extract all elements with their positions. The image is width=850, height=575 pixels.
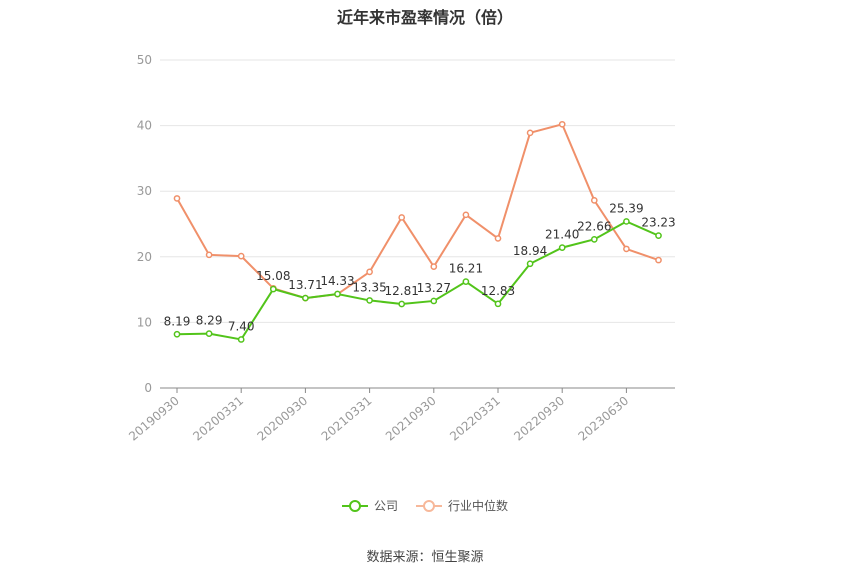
grid-lines bbox=[160, 59, 675, 323]
x-tick-label: 20220331 bbox=[447, 394, 503, 444]
data-point-1 bbox=[430, 263, 438, 270]
x-tick-label: 20210331 bbox=[319, 394, 375, 444]
series-line-1 bbox=[176, 123, 659, 300]
data-point-1 bbox=[462, 211, 470, 219]
data-point-1 bbox=[558, 120, 566, 128]
data-label: 13.71 bbox=[288, 278, 322, 292]
y-tick-label: 20 bbox=[137, 250, 152, 264]
data-label: 21.40 bbox=[545, 228, 579, 242]
data-label: 15.08 bbox=[256, 269, 290, 283]
data-point-1 bbox=[398, 214, 406, 221]
y-tick-label: 10 bbox=[137, 315, 152, 329]
x-tick-label: 20210930 bbox=[383, 394, 439, 444]
series-line-0 bbox=[176, 220, 659, 341]
data-point-0 bbox=[558, 244, 566, 251]
data-point-0 bbox=[302, 294, 309, 302]
legend-label-company: 公司 bbox=[373, 499, 398, 513]
data-label: 18.94 bbox=[513, 244, 547, 258]
x-tick-label: 20220930 bbox=[511, 394, 567, 444]
data-point-1 bbox=[205, 251, 213, 259]
data-label: 23.23 bbox=[641, 216, 675, 230]
data-point-0 bbox=[462, 278, 470, 286]
data-point-0 bbox=[526, 260, 534, 268]
data-label: 25.39 bbox=[609, 201, 643, 215]
data-source: 数据来源：恒生聚源 bbox=[366, 550, 484, 565]
data-point-0 bbox=[655, 232, 662, 239]
data-point-0 bbox=[205, 330, 213, 337]
data-point-1 bbox=[623, 245, 630, 253]
data-label: 16.21 bbox=[449, 262, 483, 276]
data-point-0 bbox=[430, 297, 438, 305]
x-tick-label: 20200331 bbox=[190, 394, 246, 444]
legend-swatch-company bbox=[341, 499, 368, 513]
data-point-0 bbox=[398, 300, 406, 308]
data-label: 12.81 bbox=[385, 284, 419, 298]
y-tick-label: 30 bbox=[137, 184, 152, 198]
data-point-1 bbox=[173, 195, 181, 202]
data-label: 22.66 bbox=[577, 219, 611, 233]
legend-label-industry-median: 行业中位数 bbox=[448, 499, 509, 513]
data-label: 14.33 bbox=[320, 274, 354, 288]
data-label: 13.27 bbox=[417, 281, 451, 295]
y-tick-label: 0 bbox=[144, 381, 152, 395]
data-point-1 bbox=[590, 197, 598, 204]
chart-title: 近年来市盈率情况（倍） bbox=[336, 8, 513, 27]
data-point-1 bbox=[494, 235, 502, 242]
data-point-1 bbox=[237, 252, 245, 260]
data-point-1 bbox=[526, 129, 534, 137]
data-point-0 bbox=[623, 218, 630, 225]
legend-item-company[interactable]: 公司 bbox=[341, 497, 398, 514]
data-point-0 bbox=[173, 330, 181, 338]
data-label: 7.40 bbox=[228, 319, 255, 333]
data-point-0 bbox=[334, 290, 341, 298]
data-labels: 8.19 8.29 7.40 15.0813.7114.3313.3512.8113.… bbox=[164, 201, 676, 333]
x-tick-label: 20190930 bbox=[126, 394, 182, 444]
x-tick-label: 20230630 bbox=[576, 394, 632, 444]
legend-swatch-industry-median bbox=[416, 499, 442, 513]
legend-item-industry-median[interactable]: 行业中位数 bbox=[416, 497, 508, 514]
data-point-1 bbox=[655, 256, 662, 264]
data-label: 12.83 bbox=[481, 284, 515, 298]
y-tick-label: 50 bbox=[137, 53, 152, 67]
x-tick-label: 20200930 bbox=[255, 394, 311, 444]
data-label: 13.35 bbox=[352, 280, 386, 294]
data-label: 8.29 bbox=[196, 314, 223, 328]
data-point-0 bbox=[237, 336, 245, 343]
legend: 公司 行业中位数 bbox=[0, 497, 850, 514]
data-point-0 bbox=[494, 300, 502, 308]
data-label: 8.19 bbox=[164, 314, 191, 328]
series-lines bbox=[173, 120, 662, 343]
data-point-0 bbox=[366, 297, 373, 304]
data-point-0 bbox=[269, 285, 277, 293]
data-point-0 bbox=[590, 236, 598, 243]
y-tick-label: 40 bbox=[137, 119, 152, 133]
data-point-1 bbox=[366, 268, 373, 276]
